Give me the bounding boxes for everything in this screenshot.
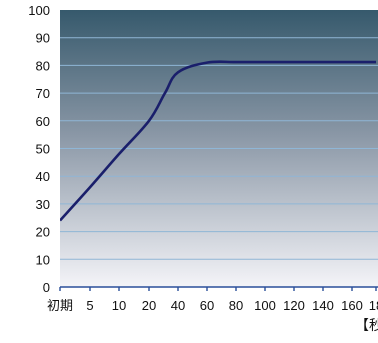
y-tick-label-20: 20: [36, 225, 50, 240]
x-tick-label-2: 10: [112, 298, 126, 313]
x-tick-label-6: 80: [229, 298, 243, 313]
y-tick-label-70: 70: [36, 86, 50, 101]
x-tick-label-11: 18: [369, 298, 378, 313]
x-tick-label-3: 20: [142, 298, 156, 313]
y-tick-label-10: 10: [36, 252, 50, 267]
x-tick-label-8: 120: [283, 298, 305, 313]
y-axis-tick-labels: 0 10 20 30 40 50 60 70 80 90 100: [28, 3, 50, 295]
y-tick-label-100: 100: [28, 3, 50, 18]
series-line-0: [60, 60, 376, 222]
x-tick-label-5: 60: [200, 298, 214, 313]
x-axis-title: 【秒: [355, 317, 378, 333]
y-tick-label-0: 0: [43, 280, 50, 295]
y-tick-label-40: 40: [36, 169, 50, 184]
x-tick-label-7: 100: [254, 298, 276, 313]
x-tick-label-9: 140: [312, 298, 334, 313]
x-tick-label-4: 40: [171, 298, 185, 313]
y-tick-label-80: 80: [36, 58, 50, 73]
y-tick-label-50: 50: [36, 142, 50, 157]
y-tick-label-90: 90: [36, 31, 50, 46]
x-tick-label-10: 160: [341, 298, 363, 313]
x-tick-label-1: 5: [86, 298, 93, 313]
gridlines: [60, 37, 378, 260]
x-axis-tick-labels: 初期 5 10 20 40 60 80 100 120 140 160 18: [47, 298, 378, 313]
x-tick-label-0: 初期: [47, 298, 73, 313]
series-group: [60, 60, 376, 222]
y-tick-label-30: 30: [36, 197, 50, 212]
y-tick-label-60: 60: [36, 114, 50, 129]
